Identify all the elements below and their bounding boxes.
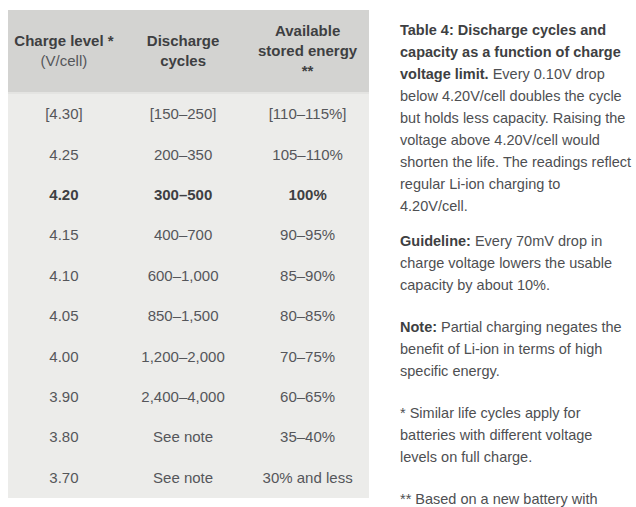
header-stored-energy: Available stored energy **	[246, 10, 369, 92]
table-row: 3.90 2,400–4,000 60–65%	[8, 377, 369, 417]
discharge-cycles-cell: 850–1,500	[120, 307, 246, 325]
charge-level-cell: 4.10	[8, 267, 120, 285]
charge-level-cell: 4.00	[8, 348, 120, 366]
table-row: 4.05 850–1,500 80–85%	[8, 296, 369, 336]
charge-level-cell: 3.80	[8, 428, 120, 446]
header-discharge-cycles-line1: Discharge	[120, 31, 246, 51]
discharge-cycles-cell: 2,400–4,000	[120, 388, 246, 406]
discharge-cycles-cell: [150–250]	[120, 105, 246, 123]
header-discharge-cycles-line2: cycles	[120, 51, 246, 71]
caption-asterisk-footnote: * Similar life cycles apply for batterie…	[400, 402, 632, 468]
stored-energy-cell: 100%	[246, 186, 369, 204]
header-stored-energy-line1: Available	[246, 21, 369, 41]
page: Charge level * (V/cell) Discharge cycles…	[0, 0, 636, 507]
stored-energy-cell: 30% and less	[246, 469, 369, 487]
stored-energy-cell: 35–40%	[246, 428, 369, 446]
stored-energy-cell: 105–110%	[246, 146, 369, 164]
header-stored-energy-line3: **	[246, 61, 369, 81]
discharge-cycles-cell: See note	[120, 428, 246, 446]
caption-guideline-label: Guideline:	[400, 233, 471, 249]
discharge-cycles-cell: 1,200–2,000	[120, 348, 246, 366]
discharge-cycles-cell: See note	[120, 469, 246, 487]
caption-intro-text: Every 0.10V drop below 4.20V/cell double…	[400, 66, 631, 214]
header-discharge-cycles: Discharge cycles	[120, 10, 246, 92]
discharge-cycles-cell: 600–1,000	[120, 267, 246, 285]
table-row: 4.25 200–350 105–110%	[8, 134, 369, 174]
table-row: [4.30] [150–250] [110–115%]	[8, 94, 369, 134]
charge-level-cell: 4.15	[8, 226, 120, 244]
discharge-cycles-table: Charge level * (V/cell) Discharge cycles…	[8, 10, 369, 498]
header-charge-level-line1: Charge level *	[8, 31, 120, 51]
header-charge-level: Charge level * (V/cell)	[8, 10, 120, 92]
charge-level-cell: 4.25	[8, 146, 120, 164]
header-charge-level-line2: (V/cell)	[8, 51, 120, 71]
table-body: [4.30] [150–250] [110–115%] 4.25 200–350…	[8, 94, 369, 498]
table-row: 4.10 600–1,000 85–90%	[8, 256, 369, 296]
stored-energy-cell: [110–115%]	[246, 105, 369, 123]
table-header-row: Charge level * (V/cell) Discharge cycles…	[8, 10, 369, 94]
table-caption: Table 4: Discharge cycles and capacity a…	[400, 19, 632, 507]
table-row: 3.70 See note 30% and less	[8, 458, 369, 498]
discharge-cycles-cell: 400–700	[120, 226, 246, 244]
table-row: 4.00 1,200–2,000 70–75%	[8, 336, 369, 376]
caption-double-asterisk-footnote: ** Based on a new battery with 100% capa…	[400, 488, 632, 507]
stored-energy-cell: 80–85%	[246, 307, 369, 325]
stored-energy-cell: 85–90%	[246, 267, 369, 285]
stored-energy-cell: 70–75%	[246, 348, 369, 366]
charge-level-cell: [4.30]	[8, 105, 120, 123]
discharge-cycles-cell: 300–500	[120, 186, 246, 204]
caption-guideline-paragraph: Guideline: Every 70mV drop in charge vol…	[400, 230, 632, 296]
charge-level-cell: 4.05	[8, 307, 120, 325]
header-stored-energy-line2: stored energy	[246, 41, 369, 61]
discharge-cycles-cell: 200–350	[120, 146, 246, 164]
table-row: 3.80 See note 35–40%	[8, 417, 369, 457]
stored-energy-cell: 90–95%	[246, 226, 369, 244]
table-row-emphasized: 4.20 300–500 100%	[8, 175, 369, 215]
caption-note-paragraph: Note: Partial charging negates the benef…	[400, 316, 632, 382]
charge-level-cell: 3.70	[8, 469, 120, 487]
table-row: 4.15 400–700 90–95%	[8, 215, 369, 255]
stored-energy-cell: 60–65%	[246, 388, 369, 406]
charge-level-cell: 4.20	[8, 186, 120, 204]
caption-intro-paragraph: Table 4: Discharge cycles and capacity a…	[400, 19, 632, 217]
charge-level-cell: 3.90	[8, 388, 120, 406]
caption-note-label: Note:	[400, 319, 437, 335]
